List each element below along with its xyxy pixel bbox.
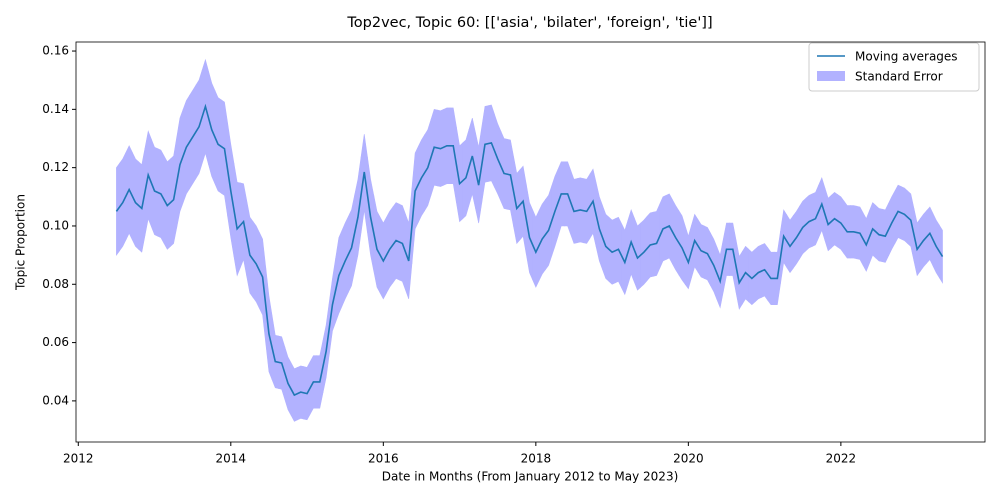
error-band bbox=[487, 104, 495, 188]
error-band bbox=[907, 190, 915, 262]
x-tick-label: 2016 bbox=[368, 452, 399, 466]
x-tick-label: 2018 bbox=[521, 452, 552, 466]
y-tick-label: 0.06 bbox=[42, 335, 69, 349]
error-band bbox=[265, 267, 273, 380]
error-band bbox=[398, 203, 406, 291]
error-band bbox=[373, 195, 381, 294]
x-tick-label: 2012 bbox=[63, 452, 94, 466]
y-tick-label: 0.04 bbox=[42, 393, 69, 407]
error-band bbox=[703, 225, 711, 286]
legend-label: Moving averages bbox=[855, 50, 958, 64]
error-band bbox=[151, 139, 159, 237]
error-band bbox=[659, 194, 667, 269]
y-tick-label: 0.08 bbox=[42, 277, 69, 291]
legend-box bbox=[808, 42, 980, 92]
error-band bbox=[697, 218, 705, 279]
error-band bbox=[526, 184, 533, 281]
y-axis-label: Topic Proportion bbox=[14, 194, 28, 291]
y-tick-label: 0.10 bbox=[42, 218, 69, 232]
error-band bbox=[246, 200, 254, 299]
x-tick-label: 2022 bbox=[826, 452, 857, 466]
x-axis-label: Date in Months (From January 2012 to May… bbox=[382, 470, 679, 484]
error-band bbox=[157, 148, 165, 244]
legend-label: Standard Error bbox=[855, 70, 943, 84]
y-tick-label: 0.16 bbox=[42, 44, 69, 58]
x-tick-label: 2014 bbox=[216, 452, 247, 466]
error-band bbox=[348, 194, 356, 293]
y-tick-label: 0.14 bbox=[42, 102, 69, 116]
error-band bbox=[602, 205, 610, 283]
y-tick-label: 0.12 bbox=[42, 160, 69, 174]
error-band bbox=[545, 185, 553, 271]
line bbox=[115, 103, 944, 397]
error-band bbox=[214, 90, 222, 194]
error-band bbox=[411, 146, 419, 264]
error-band bbox=[462, 128, 470, 220]
error-band bbox=[259, 232, 267, 344]
legend-patch bbox=[817, 71, 845, 81]
plot-frame bbox=[75, 41, 986, 443]
chart-title: Top2vec, Topic 60: [['asia', 'bilater', … bbox=[346, 15, 712, 31]
x-tick-label: 2020 bbox=[673, 452, 704, 466]
error-band bbox=[811, 185, 819, 247]
